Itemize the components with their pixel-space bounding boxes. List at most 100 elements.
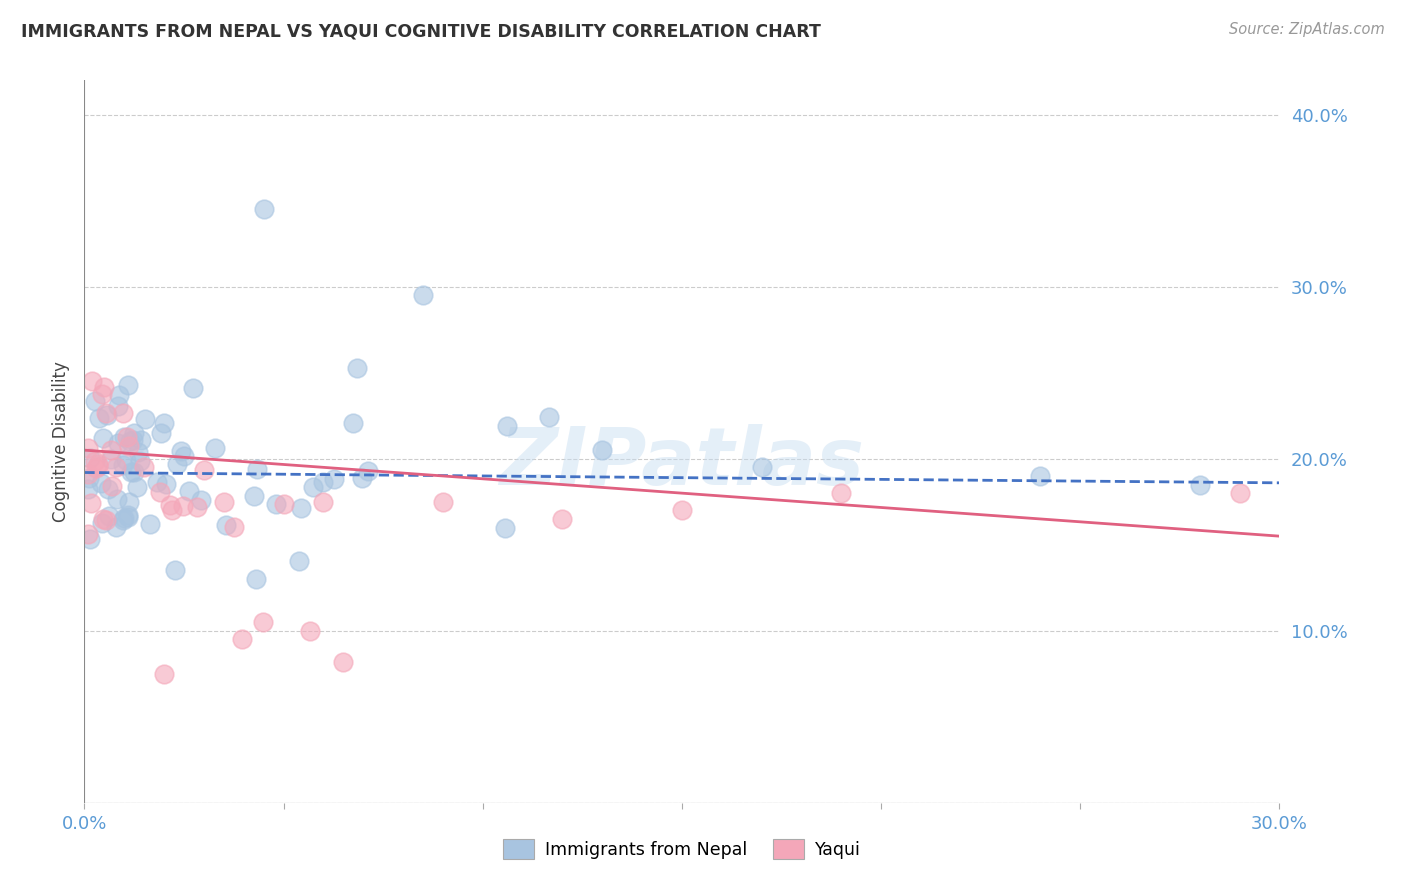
- Point: [77, 483, 100, 497]
- Point: [312, 494, 335, 508]
- Point: [153, 666, 176, 681]
- Point: [253, 202, 276, 217]
- Point: [127, 445, 149, 459]
- Point: [356, 464, 378, 478]
- Point: [352, 471, 374, 485]
- Point: [122, 465, 145, 479]
- Point: [266, 497, 288, 511]
- Point: [134, 412, 156, 426]
- Point: [1029, 469, 1052, 483]
- Point: [132, 460, 156, 475]
- Text: ZIPatlas: ZIPatlas: [499, 425, 865, 502]
- Point: [179, 483, 201, 498]
- Point: [107, 436, 129, 450]
- Point: [252, 615, 274, 630]
- Point: [112, 511, 135, 525]
- Point: [101, 479, 124, 493]
- Point: [112, 430, 135, 444]
- Point: [193, 463, 215, 477]
- Point: [288, 553, 311, 567]
- Point: [107, 399, 129, 413]
- Point: [77, 527, 100, 541]
- Point: [149, 485, 172, 500]
- Point: [830, 486, 852, 500]
- Point: [77, 467, 100, 482]
- Point: [551, 512, 574, 526]
- Point: [118, 494, 141, 508]
- Point: [172, 499, 194, 513]
- Point: [212, 494, 235, 508]
- Point: [107, 388, 129, 402]
- Point: [90, 516, 112, 530]
- Point: [117, 510, 139, 524]
- Point: [127, 480, 149, 494]
- Point: [87, 457, 110, 471]
- Point: [245, 572, 267, 586]
- Point: [173, 450, 195, 464]
- Point: [96, 482, 118, 496]
- Point: [79, 451, 101, 466]
- Point: [120, 466, 142, 480]
- Point: [204, 441, 226, 455]
- Point: [111, 458, 134, 472]
- Point: [290, 501, 312, 516]
- Point: [215, 518, 238, 533]
- Point: [100, 443, 122, 458]
- Point: [122, 425, 145, 440]
- Y-axis label: Cognitive Disability: Cognitive Disability: [52, 361, 70, 522]
- Point: [96, 408, 118, 422]
- Point: [93, 380, 115, 394]
- Point: [190, 493, 212, 508]
- Point: [537, 409, 560, 424]
- Point: [84, 454, 107, 468]
- Point: [298, 624, 321, 638]
- Point: [100, 451, 122, 466]
- Point: [111, 513, 134, 527]
- Text: IMMIGRANTS FROM NEPAL VS YAQUI COGNITIVE DISABILITY CORRELATION CHART: IMMIGRANTS FROM NEPAL VS YAQUI COGNITIVE…: [21, 22, 821, 40]
- Point: [111, 406, 134, 420]
- Point: [117, 508, 139, 522]
- Point: [159, 498, 181, 512]
- Point: [496, 419, 519, 434]
- Point: [1229, 486, 1251, 500]
- Point: [346, 361, 368, 376]
- Point: [152, 416, 174, 430]
- Point: [121, 434, 143, 448]
- Point: [91, 512, 114, 526]
- Point: [273, 497, 295, 511]
- Point: [86, 458, 108, 473]
- Point: [301, 480, 323, 494]
- Point: [118, 439, 141, 453]
- Point: [105, 492, 128, 507]
- Point: [128, 454, 150, 468]
- Point: [231, 632, 253, 647]
- Point: [91, 431, 114, 445]
- Point: [97, 508, 120, 523]
- Point: [332, 655, 354, 669]
- Point: [160, 503, 183, 517]
- Point: [115, 430, 138, 444]
- Text: Source: ZipAtlas.com: Source: ZipAtlas.com: [1229, 22, 1385, 37]
- Point: [131, 434, 153, 448]
- Legend: Immigrants from Nepal, Yaqui: Immigrants from Nepal, Yaqui: [496, 832, 868, 866]
- Point: [114, 453, 136, 467]
- Point: [186, 500, 208, 514]
- Point: [170, 444, 193, 458]
- Point: [84, 461, 107, 475]
- Point: [591, 443, 613, 458]
- Point: [312, 475, 335, 490]
- Point: [751, 460, 773, 475]
- Point: [83, 394, 105, 409]
- Point: [342, 416, 364, 430]
- Point: [243, 489, 266, 503]
- Point: [105, 460, 128, 475]
- Point: [145, 475, 167, 490]
- Point: [1188, 477, 1211, 491]
- Point: [166, 457, 188, 471]
- Point: [77, 471, 100, 485]
- Point: [181, 381, 204, 395]
- Point: [322, 472, 344, 486]
- Point: [494, 521, 516, 535]
- Point: [82, 375, 104, 389]
- Point: [118, 434, 141, 449]
